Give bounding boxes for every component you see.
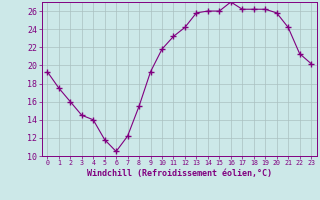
X-axis label: Windchill (Refroidissement éolien,°C): Windchill (Refroidissement éolien,°C) xyxy=(87,169,272,178)
